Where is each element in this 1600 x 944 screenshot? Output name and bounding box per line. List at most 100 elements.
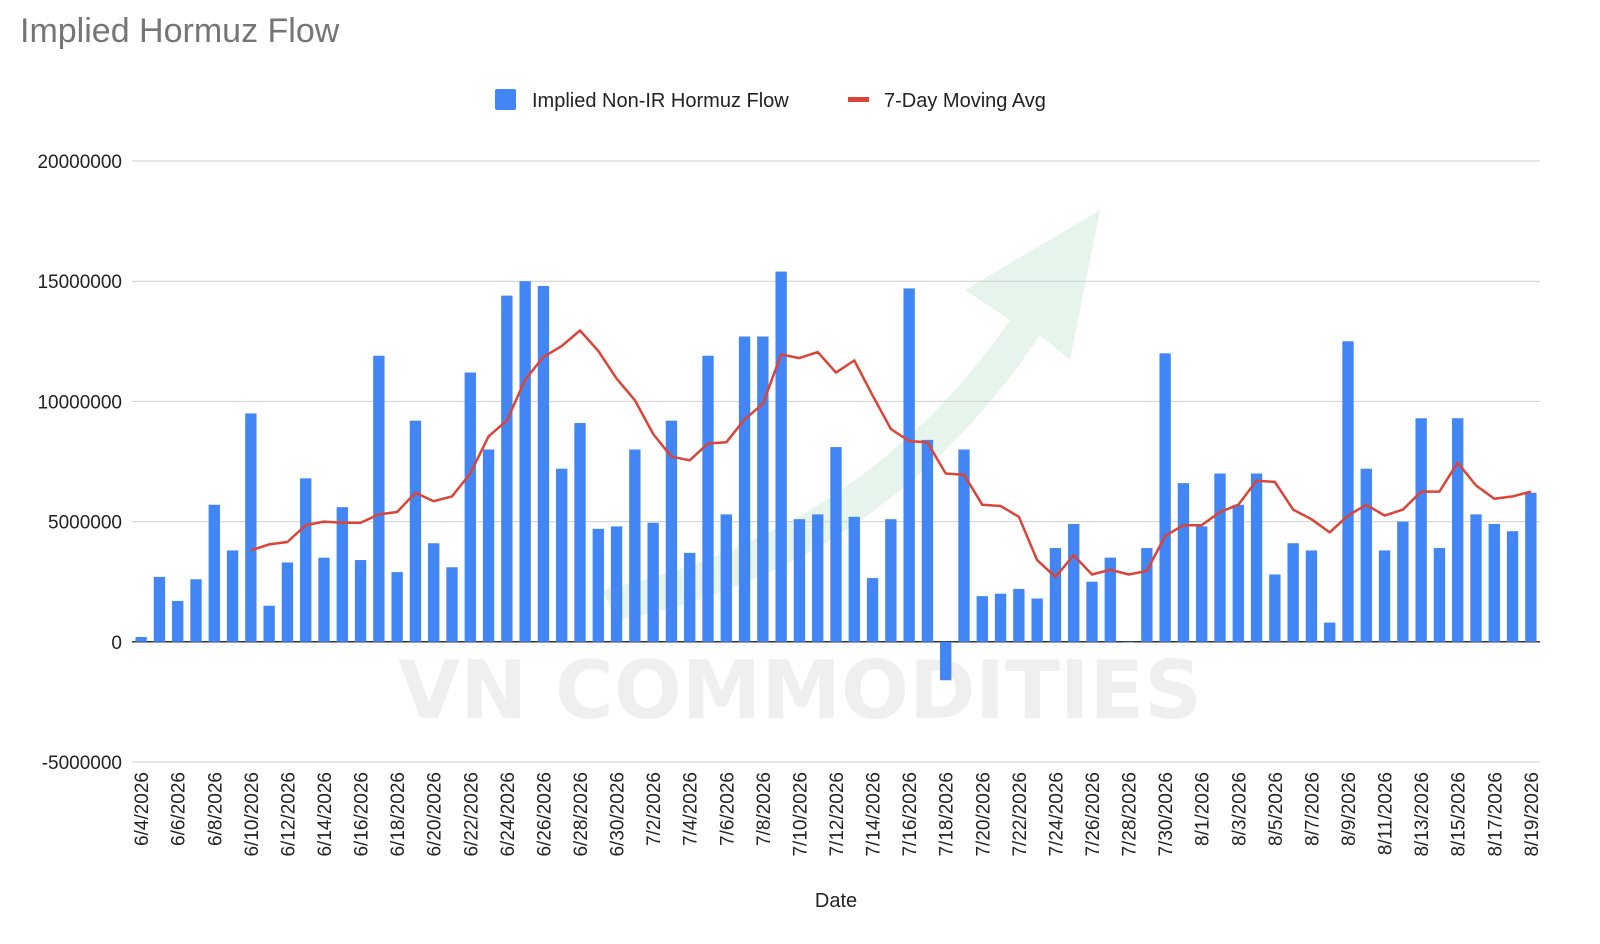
x-tick-label: 6/6/2026 [169, 772, 190, 846]
bar [684, 552, 696, 642]
bar [738, 336, 751, 642]
bar [446, 567, 458, 642]
bar [153, 576, 166, 642]
legend-swatch-line [848, 97, 869, 102]
bar [958, 449, 970, 642]
y-tick-label: 20000000 [37, 152, 122, 173]
bar [812, 514, 824, 642]
bar [501, 295, 513, 642]
watermark: VN COMMODITIES [398, 210, 1202, 737]
x-tick-label: 6/12/2026 [278, 772, 299, 857]
y-tick-label: 15000000 [37, 272, 122, 293]
bar [610, 526, 623, 642]
bar [885, 519, 897, 642]
bar [903, 288, 915, 642]
bar [592, 528, 604, 642]
bar [1470, 514, 1482, 642]
x-tick-label: 7/22/2026 [1010, 772, 1031, 857]
bar [574, 423, 586, 642]
x-tick-label: 7/26/2026 [1083, 772, 1104, 857]
legend-label-bar: Implied Non-IR Hormuz Flow [532, 90, 789, 112]
x-tick-label: 6/4/2026 [132, 772, 153, 846]
bar [519, 281, 531, 642]
x-tick-label: 7/8/2026 [754, 772, 775, 846]
bar [1214, 473, 1226, 642]
bar [1068, 524, 1080, 642]
x-tick-label: 8/1/2026 [1193, 772, 1214, 846]
bar [1324, 622, 1336, 642]
bar [464, 372, 476, 642]
bar [1525, 492, 1537, 642]
bar [537, 286, 550, 642]
x-tick-label: 7/18/2026 [937, 772, 958, 857]
y-tick-label: -5000000 [42, 753, 122, 774]
y-tick-label: 0 [111, 633, 122, 654]
bar [281, 562, 294, 642]
x-tick-label: 6/30/2026 [608, 772, 629, 857]
x-tick-label: 7/6/2026 [717, 772, 738, 846]
x-tick-label: 7/10/2026 [790, 772, 811, 857]
watermark-text: VN COMMODITIES [398, 644, 1201, 737]
bar [793, 519, 806, 642]
x-tick-label: 8/9/2026 [1339, 772, 1360, 846]
bar [775, 271, 787, 642]
bar-series [135, 271, 1537, 681]
bar [848, 516, 860, 642]
bar [702, 355, 714, 642]
bar [373, 355, 385, 642]
x-tick-label: 7/24/2026 [1046, 772, 1067, 857]
bar [135, 636, 147, 642]
x-tick-label: 8/13/2026 [1412, 772, 1433, 857]
bar [190, 579, 202, 642]
chart-title: Implied Hormuz Flow [20, 12, 340, 50]
x-tick-label: 8/3/2026 [1229, 772, 1250, 846]
moving-average-series [250, 329, 1532, 579]
bar [1452, 418, 1464, 642]
bar [1269, 574, 1281, 642]
bar [1250, 473, 1263, 642]
bar [556, 468, 568, 642]
bar [757, 336, 769, 642]
bar [1415, 418, 1427, 642]
bar [409, 420, 422, 642]
bar [1360, 468, 1372, 642]
x-axis-title: Date [815, 890, 857, 912]
x-tick-label: 7/14/2026 [864, 772, 885, 857]
bar [391, 572, 403, 642]
bar [354, 560, 367, 642]
bar [1196, 526, 1208, 642]
x-tick-label: 7/20/2026 [973, 772, 994, 857]
x-tick-label: 7/12/2026 [827, 772, 848, 857]
bar [1488, 524, 1500, 642]
x-tick-label: 8/7/2026 [1302, 772, 1323, 846]
bar [866, 578, 879, 642]
y-tick-label: 5000000 [48, 513, 122, 534]
x-tick-label: 6/28/2026 [571, 772, 592, 857]
x-tick-label: 7/16/2026 [900, 772, 921, 857]
bar [1287, 543, 1299, 642]
bar [226, 550, 239, 642]
x-tick-label: 6/10/2026 [242, 772, 263, 857]
bar [336, 507, 348, 642]
legend-label-line: 7-Day Moving Avg [884, 90, 1046, 112]
bar [1086, 581, 1098, 642]
bar [245, 413, 257, 642]
bar [1104, 557, 1116, 642]
bar [994, 593, 1007, 642]
x-tick-label: 6/14/2026 [315, 772, 336, 857]
bar [1342, 341, 1354, 642]
x-tick-label: 7/4/2026 [681, 772, 702, 846]
bar [1433, 548, 1446, 642]
x-tick-label: 6/8/2026 [205, 772, 226, 846]
bar [208, 504, 220, 642]
x-tick-label: 7/30/2026 [1156, 772, 1177, 857]
x-axis-ticks: 6/4/2026 6/6/2026 6/8/2026 6/10/2026 6/12/20… [132, 772, 1543, 857]
y-tick-label: 10000000 [37, 392, 122, 413]
bar [482, 449, 495, 642]
bar [172, 600, 184, 642]
legend-swatch-bar [495, 89, 516, 110]
x-tick-label: 6/24/2026 [498, 772, 519, 857]
bar [1177, 483, 1190, 642]
x-tick-label: 6/18/2026 [388, 772, 409, 857]
